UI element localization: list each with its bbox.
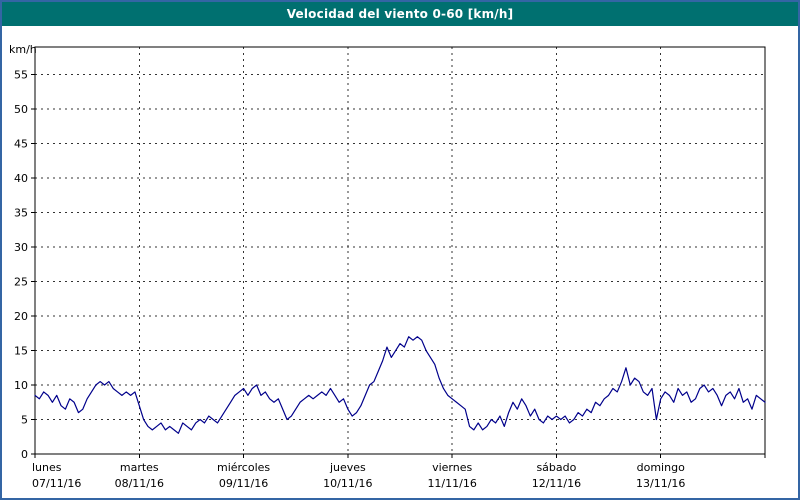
y-tick-label: 55: [14, 69, 28, 82]
x-day-date: 10/11/16: [323, 477, 372, 490]
y-tick-label: 30: [14, 241, 28, 254]
x-day-name: martes: [120, 461, 159, 474]
wind-speed-line: [34, 336, 766, 434]
x-day-name: sábado: [536, 461, 576, 474]
y-tick-label: 50: [14, 103, 28, 116]
x-day-date: 07/11/16: [32, 477, 81, 490]
x-day-date: 13/11/16: [636, 477, 685, 490]
wind-chart: 0 5 10 15 20 25 30 35 40 45 50 55 lunes 07/11/16 marte…: [9, 43, 766, 490]
y-tick-label: 35: [14, 207, 28, 220]
x-day-name: lunes: [32, 461, 62, 474]
x-day-date: 12/11/16: [532, 477, 581, 490]
x-day-name: jueves: [329, 461, 366, 474]
y-tick-label: 10: [14, 379, 28, 392]
y-tick-label: 45: [14, 138, 28, 151]
chart-title: Velocidad del viento 0-60 [km/h]: [286, 7, 514, 21]
x-day-name: domingo: [637, 461, 685, 474]
ylabel-unit: km/h: [9, 43, 37, 56]
y-tick-label: 20: [14, 310, 28, 323]
chart-title-bar: Velocidad del viento 0-60 [km/h]: [2, 2, 798, 26]
y-tick-label: 15: [14, 345, 28, 358]
y-tick-label: 0: [21, 448, 28, 461]
y-tick-label: 40: [14, 172, 28, 185]
x-day-name: miércoles: [217, 461, 270, 474]
plot-frame: [34, 46, 766, 455]
x-day-date: 11/11/16: [427, 477, 476, 490]
y-tick-label: 5: [21, 414, 28, 427]
y-tick-label: 25: [14, 276, 28, 289]
x-day-name: viernes: [432, 461, 472, 474]
x-day-date: 09/11/16: [219, 477, 268, 490]
x-day-date: 08/11/16: [115, 477, 164, 490]
